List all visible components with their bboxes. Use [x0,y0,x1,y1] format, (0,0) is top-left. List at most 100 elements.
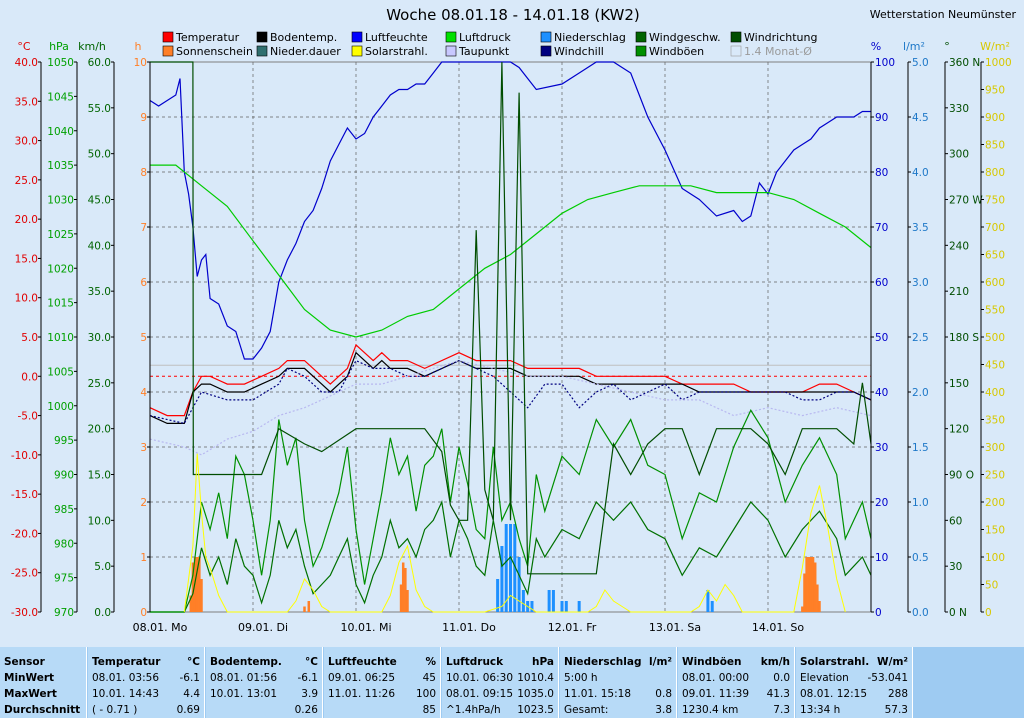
deg-tick-label: 210 [949,286,969,298]
h-tick-label: 9 [140,112,147,124]
bar-sonnenschein [307,601,311,612]
bar-sonnenschein [805,557,808,612]
bar-niederschlag [560,601,564,612]
bar-niederschlag [564,601,568,612]
stats-cell-value: 4.4 [183,688,200,700]
stats-header-unit: hPa [532,656,554,668]
bar-niederschlag [530,601,534,612]
stats-cell-label: 09.01. 11:39 [682,688,749,700]
stats-row: 09.01. 06:25 45 [328,670,436,686]
deg-tick-label: 330 [949,103,969,115]
stats-cell-value: 1035.0 [517,688,554,700]
bar-niederschlag [577,601,581,612]
h-tick-label: 1 [140,552,147,564]
stats-column-rain: Niederschlag l/m² 5:00 h 11.01. 15:18 0.8 Ges… [560,647,677,718]
stats-column-humidity: Luftfeuchte% 09.01. 06:25 45 11.01. 11:26 10… [324,647,441,718]
wm2-tick-label: 300 [985,442,1005,454]
wm2-tick-label: 600 [985,277,1005,289]
temp-tick-label: -10.0 [11,450,38,462]
lm2-tick-label: 0.0 [912,607,929,619]
stats-cell-label: 1230.4 km [682,704,739,716]
deg-tick-label: 300 [949,149,969,161]
legend-swatch [635,31,647,43]
pct-unit: % [871,40,881,53]
legend-label: Sonnenschein [176,45,253,58]
lm2-tick-label: 4.0 [912,167,929,179]
stats-row: MinWert [4,670,82,686]
legend-label: 1.4 Monat-Ø [744,45,812,58]
legend-swatch [445,45,457,57]
stats-cell-value: 85 [422,704,436,716]
hpa-tick-label: 970 [54,607,74,619]
legend-label: Windchill [554,45,604,58]
bar-sonnenschein [195,557,199,612]
series-line-1 [150,164,872,338]
stats-cell-label: 13:34 h [800,704,841,716]
h-tick-label: 2 [140,497,147,509]
h-tick-label: 3 [140,442,147,454]
stats-header: Luftfeuchte% [328,654,436,670]
stats-row: 11.01. 11:26 100 [328,686,436,702]
bar-niederschlag [513,524,517,612]
pct-tick-label: 40 [875,387,888,399]
h-tick-label: 5 [140,332,147,344]
stats-row: 1230.4 km 7.3 [682,702,790,718]
bar-sonnenschein [198,557,201,612]
pct-tick-label: 60 [875,277,888,289]
bar-niederschlag [706,590,710,612]
legend-item: Nieder.dauer [256,45,341,58]
stats-cell-label: 08.01. 03:56 [92,672,159,684]
temp-tick-label: -25.0 [11,568,38,580]
axes: 40.035.030.025.020.015.010.05.00.0-5.0-1… [11,40,1012,634]
pct-tick-label: 30 [875,442,888,454]
stats-column-pressure: Luftdruck hPa 10.01. 06:30 1010.4 08.01. 09:… [442,647,559,718]
day-label: 14.01. So [752,621,804,634]
series-line-9 [183,453,846,613]
stats-cell-value: 1023.5 [517,704,554,716]
stats-row: 13:34 h 57.3 [800,702,908,718]
wm2-tick-label: 50 [985,580,998,592]
hpa-tick-label: 975 [54,573,74,585]
stats-cell-value: 0.26 [294,704,318,716]
legend-swatch [162,31,174,43]
bar-niederschlag [547,590,551,612]
temp-tick-label: 40.0 [15,57,38,69]
kmh-tick-label: 15.0 [88,470,111,482]
lm2-tick-label: 5.0 [912,57,929,69]
day-label: 11.01. Do [442,621,496,634]
stats-cell-label: 10.01. 13:01 [210,688,277,700]
temp-tick-label: 5.0 [21,332,38,344]
legend-swatch [730,45,742,57]
deg-tick-label: 270 W [949,195,983,207]
legend-swatch [730,31,742,43]
legend-swatch [256,45,268,57]
bar-sonnenschein [813,562,817,612]
stats-row-label: MaxWert [4,688,57,700]
stats-row: 08.01. 12:15 288 [800,686,908,702]
bar-sonnenschein [191,562,195,612]
hpa-tick-label: 1000 [47,401,74,413]
stats-row: 08.01. 00:00 0.0 [682,670,790,686]
legend-swatch [351,45,363,57]
series-line-2 [149,343,872,417]
stats-row: ^1.4hPa/h 1023.5 [446,702,554,718]
stats-cell-label: ^1.4hPa/h [446,704,501,716]
bar-sonnenschein [401,562,405,612]
hpa-tick-label: 985 [54,504,74,516]
wm2-tick-label: 650 [985,250,1005,262]
legend-label: Windböen [649,45,704,58]
temp-tick-label: 35.0 [15,96,38,108]
hpa-tick-label: 990 [54,470,74,482]
wm2-unit: W/m² [980,40,1010,53]
day-label: 13.01. Sa [649,621,701,634]
wm2-tick-label: 900 [985,112,1005,124]
legend-swatch [540,31,552,43]
kmh-tick-label: 0.0 [94,607,111,619]
chart-legend: Temperatur Bodentemp. Luftfeuchte Luftdruck… [162,31,817,58]
pct-tick-label: 90 [875,112,888,124]
lm2-tick-label: 0.5 [912,552,929,564]
hpa-tick-label: 1045 [47,91,74,103]
hpa-tick-label: 1005 [47,366,74,378]
bar-niederschlag [551,590,555,612]
stats-row: 5:00 h [564,670,672,686]
